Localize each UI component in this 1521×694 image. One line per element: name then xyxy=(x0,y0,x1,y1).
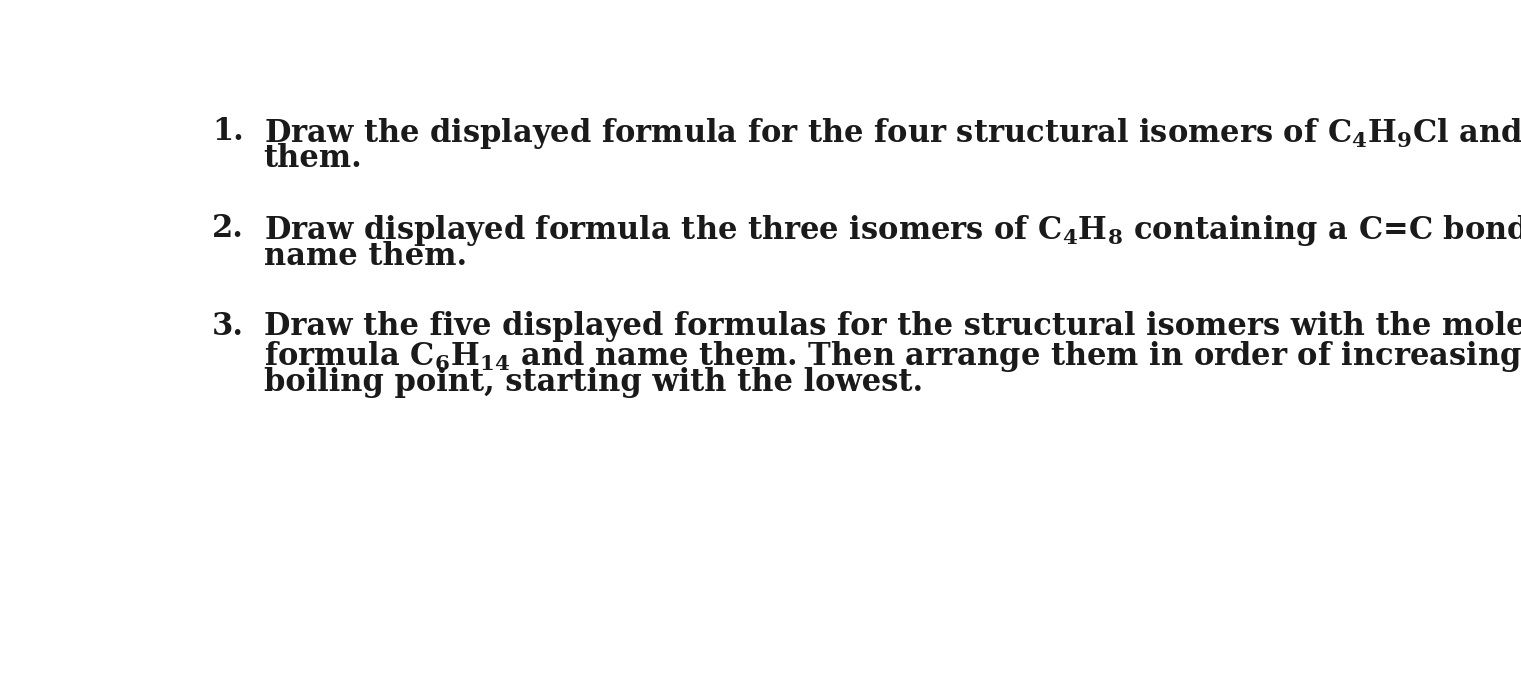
Text: 1.: 1. xyxy=(211,116,243,146)
Text: Draw the displayed formula for the four structural isomers of $\mathregular{C_4H: Draw the displayed formula for the four … xyxy=(263,116,1521,151)
Text: 3.: 3. xyxy=(211,311,243,342)
Text: name them.: name them. xyxy=(263,241,467,272)
Text: Draw displayed formula the three isomers of $\mathregular{C_4H_8}$ containing a : Draw displayed formula the three isomers… xyxy=(263,214,1521,248)
Text: formula $\mathregular{C_6H_{14}}$ and name them. Then arrange them in order of i: formula $\mathregular{C_6H_{14}}$ and na… xyxy=(263,339,1521,374)
Text: 2.: 2. xyxy=(211,214,243,244)
Text: Draw the five displayed formulas for the structural isomers with the molecular: Draw the five displayed formulas for the… xyxy=(263,311,1521,342)
Text: boiling point, starting with the lowest.: boiling point, starting with the lowest. xyxy=(263,366,923,398)
Text: them.: them. xyxy=(263,144,362,174)
